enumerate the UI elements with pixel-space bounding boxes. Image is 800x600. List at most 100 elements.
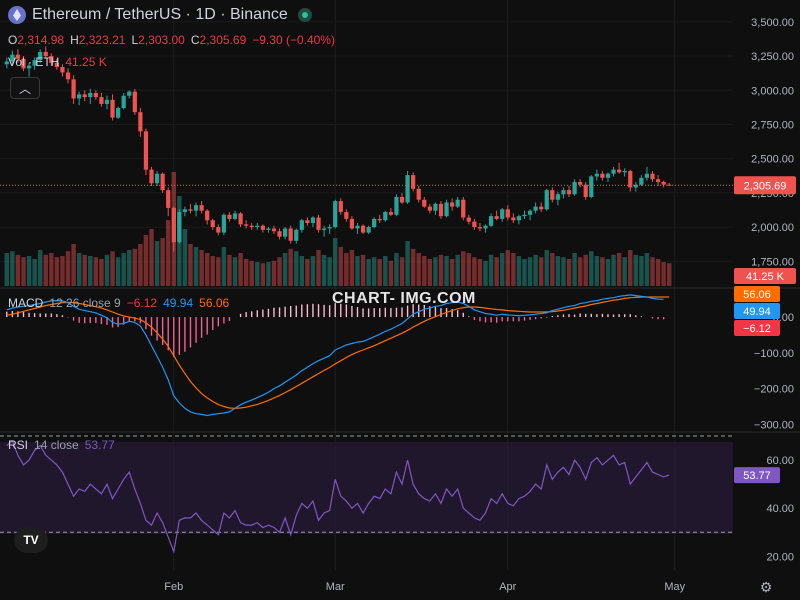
change-value: −9.30 (−0.40%) xyxy=(252,33,335,47)
candle-body xyxy=(533,206,538,211)
candle-body xyxy=(71,79,76,99)
volume-bar xyxy=(344,253,349,286)
macd-line-value: 49.94 xyxy=(163,296,194,310)
volume-bar xyxy=(622,257,627,286)
candle-body xyxy=(60,67,65,73)
candle-body xyxy=(305,220,310,223)
volume-bar xyxy=(383,256,388,286)
volume-bar xyxy=(305,259,310,286)
candle-body xyxy=(572,181,577,195)
candle-body xyxy=(238,213,243,225)
candle-body xyxy=(522,214,527,217)
candle-body xyxy=(505,209,510,218)
rsi-value: 53.77 xyxy=(84,438,115,452)
volume-bar xyxy=(26,256,32,286)
volume-bar xyxy=(37,250,43,286)
candle-body xyxy=(366,227,371,233)
candle-body xyxy=(193,205,199,211)
candle-body xyxy=(38,51,43,61)
candle-body xyxy=(594,173,599,177)
volume-bar xyxy=(650,257,655,286)
candle-body xyxy=(283,228,288,237)
candle-body xyxy=(4,61,9,65)
volume-bar xyxy=(99,259,104,286)
candle-body xyxy=(266,228,271,230)
volume-bar xyxy=(71,244,76,286)
volume-bar xyxy=(310,256,316,286)
volume-bar xyxy=(555,256,561,286)
macd-legend[interactable]: MACD 12 26 close 9 −6.12 49.94 56.06 xyxy=(8,296,229,310)
volume-bar xyxy=(294,251,299,286)
volume-bar xyxy=(232,257,238,286)
candle-body xyxy=(10,54,15,62)
low-value: 2,303.00 xyxy=(138,33,185,47)
time-tick-label: Apr xyxy=(499,581,516,593)
candle-body xyxy=(232,213,238,219)
volume-bar xyxy=(360,254,366,286)
candle-body xyxy=(299,220,304,230)
volume-bar xyxy=(511,253,516,286)
candle-body xyxy=(650,173,655,180)
volume-bar xyxy=(561,257,566,286)
candle-body xyxy=(628,171,633,188)
candle-body xyxy=(433,203,438,211)
volume-bar xyxy=(466,253,472,286)
candle-body xyxy=(550,190,555,200)
volume-legend[interactable]: Vol · ETH 41.25 K xyxy=(8,55,107,69)
candle-body xyxy=(377,218,382,221)
gear-icon[interactable]: ⚙ xyxy=(759,578,773,595)
rsi-legend[interactable]: RSI 14 close 53.77 xyxy=(8,438,115,452)
collapse-legend-button[interactable]: ︿ xyxy=(10,77,40,99)
candle-body xyxy=(277,231,282,237)
candle-body xyxy=(633,184,638,188)
macd-signal-line xyxy=(6,296,670,409)
candle-body xyxy=(527,210,533,215)
candle-body xyxy=(116,108,121,118)
high-value: 2,323.21 xyxy=(78,33,126,47)
candle-body xyxy=(617,169,622,173)
volume-bar xyxy=(449,259,455,286)
volume-bar xyxy=(371,257,377,286)
volume-bar xyxy=(516,256,522,286)
volume-bar xyxy=(433,257,438,286)
last-price-label: 2,305.69 xyxy=(744,180,787,192)
volume-bar xyxy=(488,254,494,286)
candle-body xyxy=(149,169,154,184)
volume-bar xyxy=(594,256,600,286)
volume-bar xyxy=(628,250,633,286)
volume-bar xyxy=(483,260,488,286)
volume-bar xyxy=(93,257,99,286)
candle-body xyxy=(77,94,82,99)
candle-body xyxy=(589,176,594,197)
volume-bar xyxy=(461,251,466,286)
volume-bar xyxy=(277,257,282,286)
macd-tick-label: −200.00 xyxy=(754,384,794,396)
macd-hist-value: −6.12 xyxy=(126,296,158,310)
close-label: C xyxy=(190,33,200,47)
volume-bar xyxy=(4,253,10,286)
volume-bar xyxy=(132,248,138,286)
candle-body xyxy=(383,212,388,221)
volume-bar xyxy=(377,259,382,286)
time-tick-label: Feb xyxy=(164,581,183,593)
candle-body xyxy=(450,202,455,207)
volume-bar xyxy=(260,263,266,286)
candlesticks xyxy=(0,46,733,252)
volume-bar xyxy=(522,259,527,286)
candle-body xyxy=(333,201,338,228)
volume-bar xyxy=(455,254,460,286)
candle-body xyxy=(171,207,176,243)
volume-bar xyxy=(550,253,555,286)
candle-body xyxy=(488,216,494,226)
candle-body xyxy=(227,214,232,219)
candle-body xyxy=(422,199,427,207)
last-price-badge xyxy=(734,176,796,195)
tradingview-logo[interactable]: TV xyxy=(14,527,48,553)
symbol-legend[interactable]: Ethereum / TetherUS · 1D · Binance xyxy=(8,6,312,24)
rsi-params: 14 close xyxy=(34,438,79,452)
volume-bar xyxy=(288,248,293,286)
candle-body xyxy=(600,173,605,178)
volume-bar xyxy=(416,253,421,286)
volume-bar xyxy=(410,248,416,286)
